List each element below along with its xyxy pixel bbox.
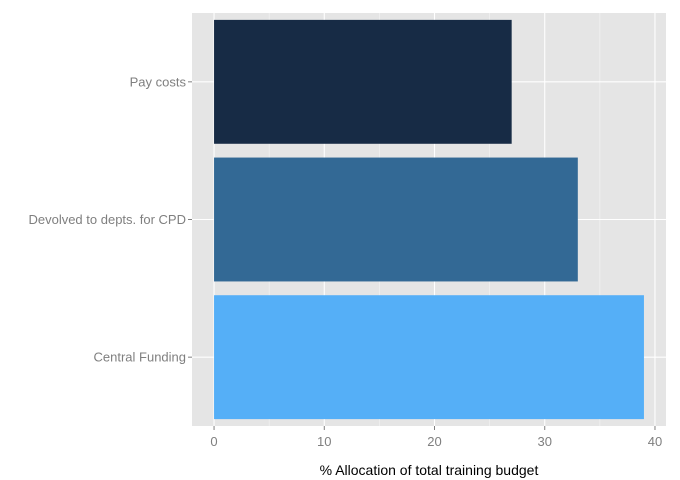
- y-tick-label: Central Funding: [94, 350, 187, 365]
- bar-central-funding: [214, 295, 644, 420]
- axes: Pay costs Devolved to depts. for CPD Centr…: [28, 74, 662, 449]
- bar-devolved-to-depts-for-cpd: [214, 157, 578, 282]
- bar-pay-costs: [214, 19, 512, 144]
- x-tick-label: 0: [210, 434, 217, 449]
- x-tick-label: 20: [427, 434, 441, 449]
- y-tick-label: Pay costs: [130, 74, 187, 89]
- y-tick-label: Devolved to depts. for CPD: [28, 212, 186, 227]
- x-tick-label: 10: [317, 434, 331, 449]
- bars: [214, 19, 644, 420]
- x-axis-title: % Allocation of total training budget: [320, 462, 539, 478]
- x-tick-label: 30: [538, 434, 552, 449]
- x-tick-label: 40: [648, 434, 662, 449]
